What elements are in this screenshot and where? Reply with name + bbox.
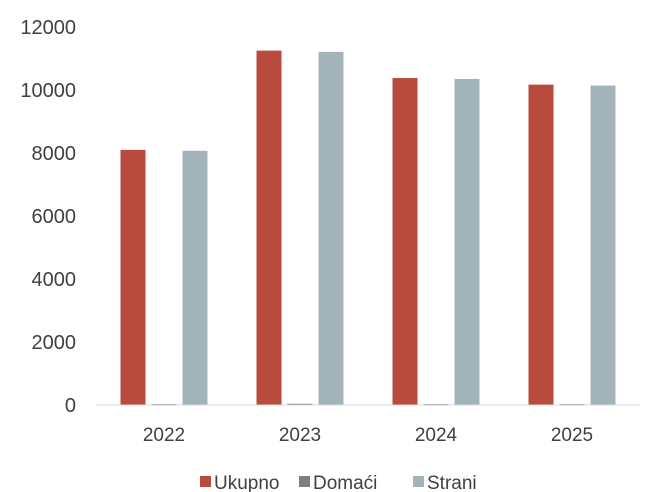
y-tick-label: 0	[65, 395, 76, 417]
bar-strani-2024	[454, 78, 480, 405]
legend-swatch-doma-i	[299, 476, 310, 487]
x-tick-label: 2025	[551, 425, 593, 446]
legend: Ukupno Domaći Strani	[200, 473, 477, 492]
bar-strani-2025	[590, 85, 616, 405]
legend-label: Ukupno	[214, 473, 280, 492]
legend-swatch-strani	[413, 476, 424, 487]
bar-strani-2023	[318, 51, 344, 405]
bar-ukupno-2025	[528, 84, 554, 406]
y-tick-label: 4000	[32, 269, 77, 291]
y-axis: 0 2000 4000 6000 8000 10000 12000	[20, 17, 76, 417]
bar-strani-2022	[182, 150, 208, 405]
y-tick-label: 12000	[20, 17, 76, 39]
legend-swatch-ukupno	[200, 476, 211, 487]
y-tick-label: 2000	[32, 332, 77, 354]
legend-label: Domaći	[313, 473, 377, 492]
bars	[120, 50, 616, 406]
x-tick-label: 2023	[279, 425, 321, 446]
x-tick-label: 2022	[143, 425, 185, 446]
legend-label: Strani	[427, 473, 477, 492]
bar-doma-i-2023	[287, 403, 313, 405]
bar-ukupno-2023	[256, 50, 282, 405]
bar-ukupno-2022	[120, 149, 146, 405]
y-tick-label: 6000	[32, 206, 77, 228]
y-tick-label: 10000	[20, 80, 76, 102]
y-tick-label: 8000	[32, 143, 77, 165]
x-tick-label: 2024	[415, 425, 458, 446]
x-axis: 2022 2023 2024 2025	[143, 425, 593, 446]
bar-ukupno-2024	[392, 78, 418, 405]
